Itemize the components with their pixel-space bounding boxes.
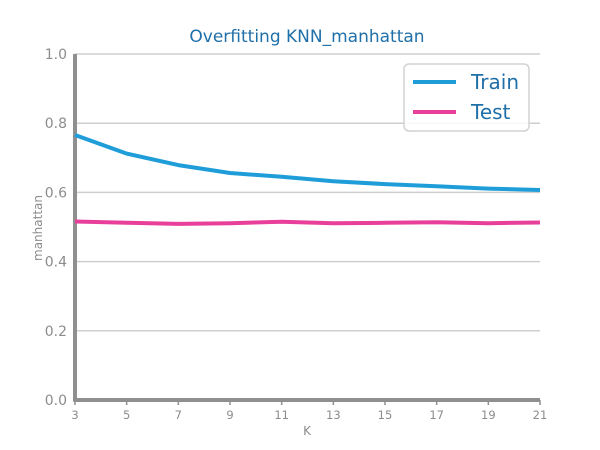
legend: Train Test	[403, 63, 530, 132]
x-tick-label: 19	[481, 408, 496, 422]
x-tick-label: 17	[429, 408, 444, 422]
x-tick-label: 13	[326, 408, 341, 422]
y-tick-labels: 0.0 0.2 0.4 0.6 0.8 1.0	[45, 47, 67, 409]
x-tick-label: 3	[71, 408, 78, 422]
y-axis-label: manhattan	[31, 195, 45, 261]
y-tick-label: 0.2	[45, 324, 67, 340]
axes	[73, 54, 540, 402]
y-tick-label: 0.4	[45, 255, 67, 271]
x-axis-label: K	[303, 424, 312, 438]
x-tick-label: 5	[123, 408, 130, 422]
series-line-train	[74, 133, 541, 192]
y-tick-label: 0.6	[45, 185, 67, 201]
x-tick-label: 15	[378, 408, 393, 422]
x-tick-label: 11	[274, 408, 289, 422]
chart-title: Overfitting KNN_manhattan	[189, 27, 424, 47]
x-tick-labels: 3 5 7 9 11 13 15 17 19 21	[71, 400, 547, 422]
x-tick-label: 7	[175, 408, 182, 422]
legend-label-test: Test	[470, 100, 511, 124]
legend-label-train: Train	[470, 70, 519, 94]
y-tick-label: 0.0	[45, 393, 67, 409]
series-line-test	[74, 219, 541, 226]
y-tick-label: 0.8	[45, 116, 67, 132]
x-tick-label: 9	[226, 408, 233, 422]
y-tick-label: 1.0	[45, 47, 67, 63]
series-lines	[74, 133, 541, 226]
x-tick-label: 21	[533, 408, 548, 422]
